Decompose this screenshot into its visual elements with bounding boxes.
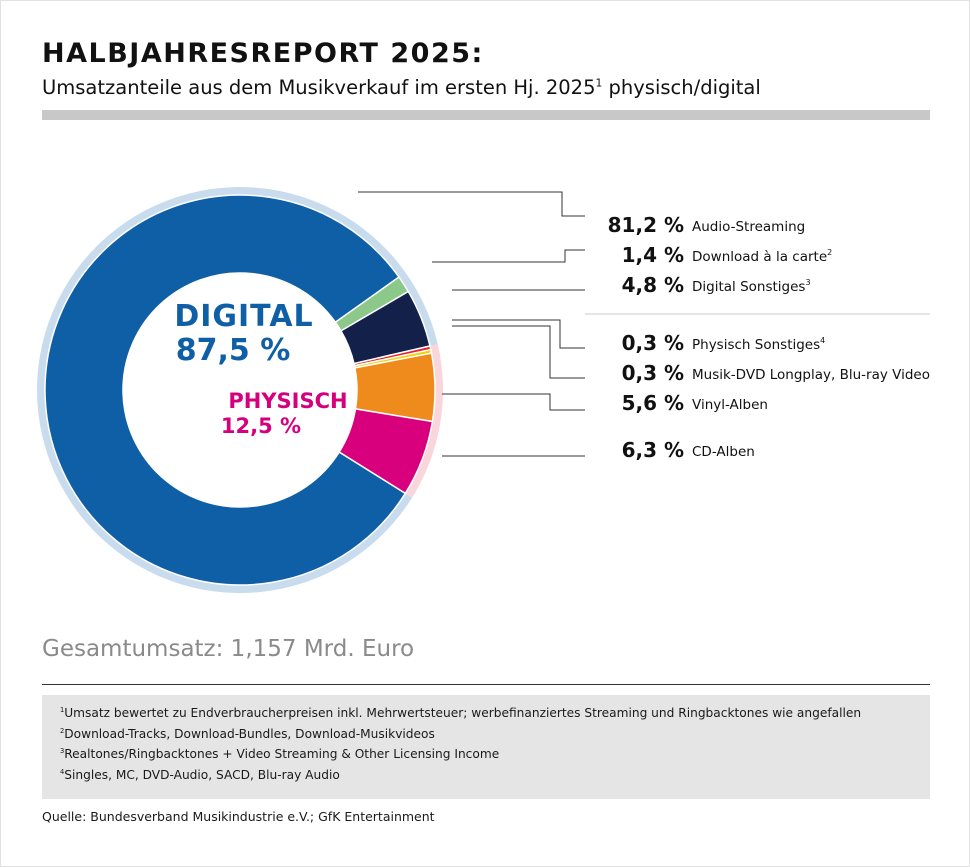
legend-value: 0,3 % (622, 361, 684, 385)
subtitle-text-end: physisch/digital (602, 76, 761, 99)
legend-value: 4,8 % (622, 273, 684, 297)
chart-title: HALBJAHRESREPORT 2025: (42, 38, 484, 69)
legend-footnote-ref: 3 (805, 278, 810, 287)
legend-value: 1,4 % (622, 243, 684, 267)
footnote-text: Singles, MC, DVD-Audio, SACD, Blu-ray Au… (64, 767, 340, 782)
legend-label: Musik-DVD Longplay, Blu-ray Video (692, 367, 930, 383)
legend-footnote-ref: 4 (820, 336, 825, 345)
footnotes: 1Umsatz bewertet zu Endverbraucherpreise… (42, 695, 930, 799)
leader-line (452, 325, 585, 379)
leader-line (432, 249, 585, 263)
footnote-number: 1 (60, 705, 65, 714)
legend-label: Digital Sonstiges3 (692, 278, 811, 295)
footnote-text: Download-Tracks, Download-Bundles, Downl… (64, 726, 435, 741)
leader-line (442, 393, 585, 411)
header-rule (42, 110, 930, 120)
center-label-digital: DIGITAL (174, 299, 313, 334)
footnote-4: 4Singles, MC, DVD-Audio, SACD, Blu-ray A… (60, 768, 930, 789)
legend-footnote-ref: 2 (827, 248, 832, 257)
footnote-number: 3 (60, 746, 65, 755)
outer-ring-physisch (404, 344, 443, 498)
legend-value: 5,6 % (622, 391, 684, 415)
footnote-number: 4 (60, 767, 65, 776)
footnote-number: 2 (60, 726, 65, 735)
source-note: Quelle: Bundesverband Musikindustrie e.V… (42, 809, 435, 824)
subtitle-text: Umsatzanteile aus dem Musikverkauf im er… (42, 76, 596, 99)
legend-value: 0,3 % (622, 331, 684, 355)
center-label-physisch: PHYSISCH (228, 389, 347, 413)
center-value-physisch: 12,5 % (221, 414, 301, 438)
slice-cd-alben (338, 408, 434, 495)
legend-value: 81,2 % (608, 213, 684, 237)
footnote-3: 3Realtones/Ringbacktones + Video Streami… (60, 747, 930, 768)
center-value-digital: 87,5 % (176, 333, 291, 368)
legend-label: Download à la carte2 (692, 248, 832, 265)
leader-line (452, 319, 585, 349)
subtitle-footnote-ref: 1 (595, 76, 603, 90)
footnote-text: Realtones/Ringbacktones + Video Streamin… (64, 747, 500, 761)
leader-line (358, 191, 585, 217)
legend-label: Vinyl-Alben (692, 397, 768, 413)
chart-subtitle: Umsatzanteile aus dem Musikverkauf im er… (42, 76, 761, 99)
slice-audio-streaming (44, 194, 407, 586)
footnote-divider (42, 684, 930, 685)
footnote-text: Umsatz bewertet zu Endverbraucherpreisen… (64, 706, 862, 720)
total-revenue: Gesamtumsatz: 1,157 Mrd. Euro (42, 636, 415, 662)
legend-label: Audio-Streaming (692, 219, 805, 235)
legend-label: CD-Alben (692, 444, 755, 460)
legend-value: 6,3 % (622, 438, 684, 462)
footnote-2: 2Download-Tracks, Download-Bundles, Down… (60, 727, 930, 748)
legend-label: Physisch Sonstiges4 (692, 336, 825, 353)
footnote-1: 1Umsatz bewertet zu Endverbraucherpreise… (60, 706, 930, 727)
